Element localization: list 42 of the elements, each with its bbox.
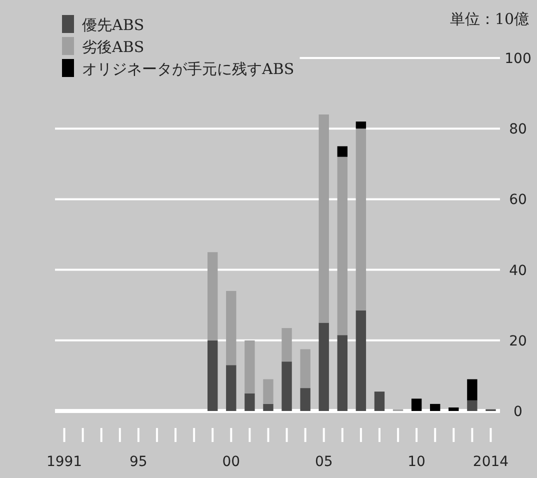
legend-label: 優先ABS (82, 16, 144, 34)
bar (282, 362, 292, 411)
text: 単位：10億 (450, 10, 529, 28)
bar (318, 322, 329, 411)
bar (318, 114, 329, 323)
bar (448, 407, 459, 411)
y-tick-label: 0 (514, 404, 522, 420)
bar (208, 340, 218, 411)
bar (467, 379, 478, 400)
x-tick-label: 00 (222, 454, 240, 470)
bar (467, 400, 478, 411)
bar (356, 310, 366, 411)
bar (208, 252, 218, 340)
x-tick-label: 1991 (46, 454, 82, 470)
y-tick-label: 60 (509, 192, 527, 208)
bar (411, 398, 422, 411)
x-tick-label: 95 (130, 454, 148, 470)
bar (263, 379, 274, 404)
bar (430, 404, 440, 411)
y-tick-label: 100 (504, 51, 532, 67)
bar (356, 122, 366, 129)
bar (300, 349, 310, 388)
bar (337, 156, 348, 336)
y-tick-label: 40 (509, 262, 527, 279)
bar (337, 146, 348, 157)
y-tick-label: 80 (509, 122, 527, 138)
x-tick-label: 05 (314, 454, 333, 470)
legend-label: 劣後ABS (82, 38, 144, 56)
bar (244, 340, 255, 394)
bar (337, 335, 348, 411)
bar (263, 404, 274, 411)
legend-label: オリジネータが手元に残すABS (82, 60, 294, 78)
bar (226, 365, 236, 411)
y-tick-label: 20 (509, 333, 527, 350)
bar (374, 392, 385, 411)
bar (244, 393, 255, 411)
bar (300, 388, 310, 411)
x-tick-label: 10 (408, 454, 426, 470)
x-tick-label: 2014 (472, 454, 509, 470)
bar (356, 128, 366, 310)
bar (282, 328, 292, 362)
bar (226, 290, 236, 366)
